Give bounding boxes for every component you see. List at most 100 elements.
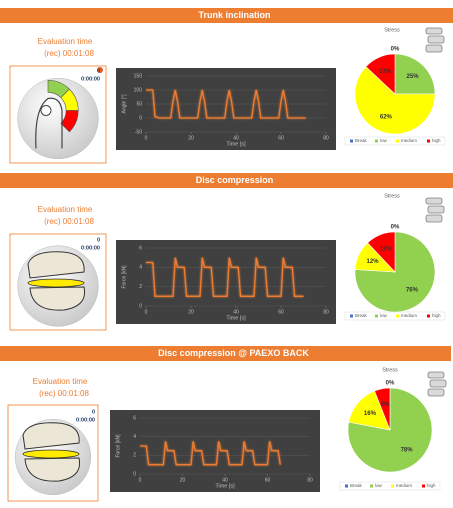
pie-value-label: 13% xyxy=(379,69,392,75)
legend-label: high xyxy=(427,483,436,488)
record-time: (rec) 00:01:08 xyxy=(44,217,94,226)
x-tick-label: 80 xyxy=(307,477,313,483)
y-tick-label: 150 xyxy=(134,73,143,79)
pie-value-label: 0% xyxy=(386,381,395,387)
body-outline xyxy=(35,97,63,149)
legend-swatch xyxy=(375,314,378,318)
head xyxy=(40,105,52,116)
y-axis-label: Force [kN] xyxy=(115,434,121,458)
icon-part xyxy=(425,27,443,35)
section-header xyxy=(0,173,453,188)
y-tick-label: 6 xyxy=(139,245,142,251)
y-axis-label: Angle [°] xyxy=(121,94,127,114)
icon-part xyxy=(425,197,443,205)
signal-line xyxy=(140,441,281,466)
section-title: Disc compression @ PAEXO BACK xyxy=(158,348,309,358)
legend-label: medium xyxy=(401,138,417,143)
legend-swatch xyxy=(370,484,373,488)
vertebra xyxy=(29,286,86,311)
x-tick-label: 60 xyxy=(265,477,271,483)
x-axis-label: Time [s] xyxy=(226,141,246,147)
x-tick-label: 80 xyxy=(323,135,329,141)
legend-label: medium xyxy=(401,313,417,318)
legend-swatch xyxy=(345,484,348,488)
icon-part xyxy=(427,388,445,397)
vertebra xyxy=(27,251,85,279)
x-tick-label: 20 xyxy=(188,309,194,315)
pie-value-label: 6% xyxy=(381,402,390,408)
x-axis-label: Time [s] xyxy=(215,483,235,489)
y-tick-label: 0 xyxy=(139,115,142,121)
evaluation-label: Evaluation time xyxy=(38,205,93,214)
icon-part xyxy=(425,44,443,53)
spine-icon xyxy=(425,197,445,223)
legend-swatch xyxy=(375,139,378,143)
section-header xyxy=(0,346,451,361)
legend-swatch xyxy=(391,484,394,488)
legend-swatch xyxy=(427,139,430,143)
gauge-sector xyxy=(60,110,79,133)
pie-title: Stress xyxy=(384,27,400,33)
signal-line xyxy=(146,257,304,297)
counter-time: 0:00:00 xyxy=(81,245,100,251)
legend-swatch xyxy=(422,484,425,488)
spine-icon xyxy=(425,27,445,53)
legend-frame xyxy=(344,136,446,146)
pie-title: Stress xyxy=(382,367,398,373)
signal-line xyxy=(146,89,306,119)
illustration-ball xyxy=(17,77,99,160)
record-time: (rec) 00:01:08 xyxy=(44,49,94,58)
pie-value-label: 12% xyxy=(380,247,393,253)
x-tick-label: 60 xyxy=(278,309,284,315)
y-tick-label: 0 xyxy=(133,471,136,477)
y-tick-label: 2 xyxy=(139,284,142,290)
y-tick-label: 0 xyxy=(139,303,142,309)
x-tick-label: 80 xyxy=(323,309,329,315)
x-tick-label: 60 xyxy=(278,135,284,141)
pie-slice xyxy=(374,387,391,431)
pie-value-label: 16% xyxy=(364,411,377,417)
x-tick-label: 0 xyxy=(145,135,148,141)
pie-slice xyxy=(367,231,396,273)
pie-slice xyxy=(394,53,436,95)
pie-value-label: 25% xyxy=(407,74,420,80)
pie-value-label: 76% xyxy=(406,288,419,294)
vertebra xyxy=(24,457,81,482)
legend-label: low xyxy=(380,313,388,318)
icon-part xyxy=(425,214,443,223)
icon-part xyxy=(427,205,445,214)
y-tick-label: 50 xyxy=(136,101,142,107)
section-title: Trunk inclination xyxy=(198,10,270,20)
legend-label: Break xyxy=(355,138,368,143)
legend-label: high xyxy=(432,138,441,143)
section-header xyxy=(0,8,453,23)
pie-title: Stress xyxy=(384,193,400,199)
legend-swatch xyxy=(427,314,430,318)
evaluation-label: Evaluation time xyxy=(33,377,88,386)
pie-value-label: 62% xyxy=(380,115,393,121)
pie-slice xyxy=(354,66,436,135)
chart-background xyxy=(110,410,320,492)
legend-label: Break xyxy=(355,313,368,318)
x-axis-label: Time [s] xyxy=(226,315,246,321)
disc xyxy=(27,278,85,288)
x-tick-label: 20 xyxy=(180,477,186,483)
status-dot xyxy=(97,67,103,73)
chart-background xyxy=(116,240,336,324)
x-tick-label: 0 xyxy=(139,477,142,483)
counter-time: 0:00:00 xyxy=(81,76,100,82)
legend-label: Break xyxy=(350,483,363,488)
x-tick-label: 0 xyxy=(145,309,148,315)
legend-swatch xyxy=(396,314,399,318)
icon-part xyxy=(427,371,445,379)
pie-value-label: 78% xyxy=(401,448,414,454)
legend-swatch xyxy=(396,139,399,143)
legend-swatch xyxy=(350,314,353,318)
icon-part xyxy=(429,379,447,388)
x-tick-label: 40 xyxy=(233,309,239,315)
vertebra xyxy=(22,422,80,450)
x-tick-label: 40 xyxy=(233,135,239,141)
legend-label: low xyxy=(375,483,383,488)
